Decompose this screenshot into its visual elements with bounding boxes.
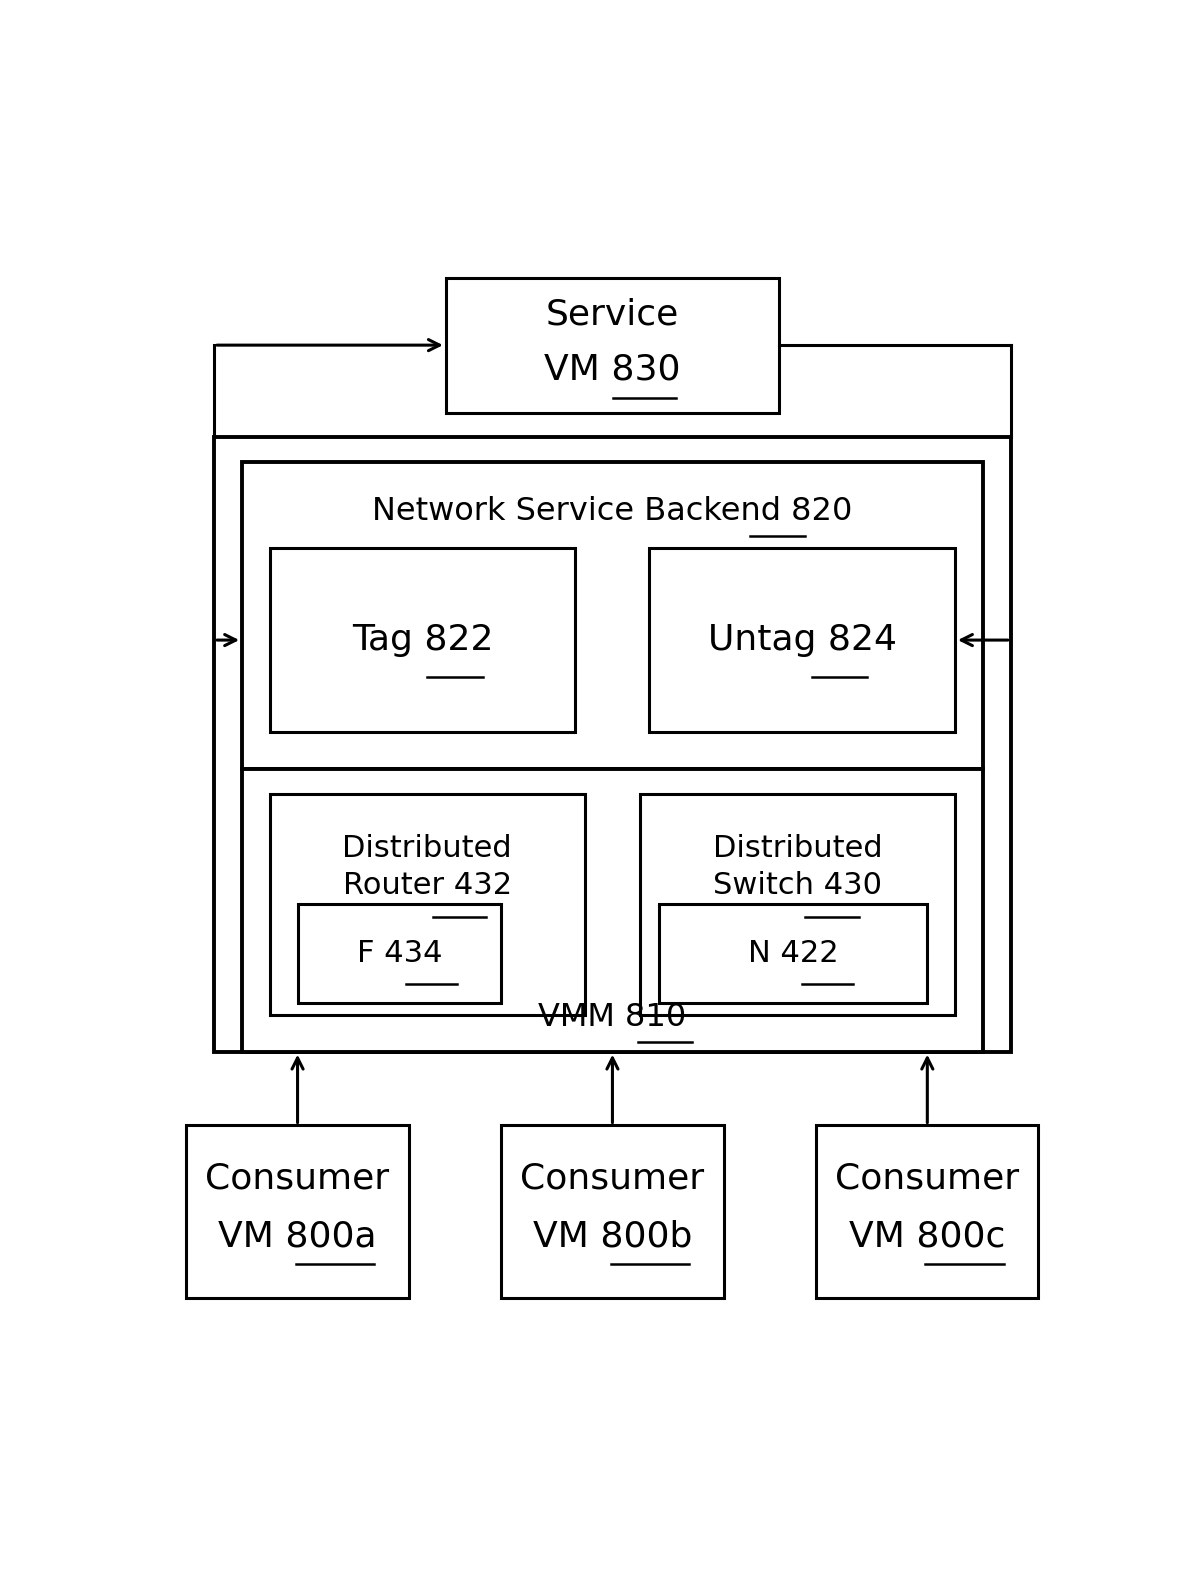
Text: Consumer: Consumer bbox=[835, 1162, 1019, 1195]
Text: Switch 430: Switch 430 bbox=[713, 871, 882, 900]
Text: Distributed: Distributed bbox=[713, 835, 882, 863]
Text: VM 800c: VM 800c bbox=[850, 1219, 1005, 1253]
Text: F 434: F 434 bbox=[356, 938, 442, 967]
Text: Consumer: Consumer bbox=[520, 1162, 705, 1195]
Text: VM 800a: VM 800a bbox=[219, 1219, 376, 1253]
Text: Distributed: Distributed bbox=[343, 835, 511, 863]
Text: VMM 810: VMM 810 bbox=[538, 1002, 687, 1033]
FancyBboxPatch shape bbox=[186, 1125, 409, 1298]
Text: Tag 822: Tag 822 bbox=[351, 622, 494, 658]
FancyBboxPatch shape bbox=[214, 437, 1011, 1052]
Text: Router 432: Router 432 bbox=[343, 871, 511, 900]
FancyBboxPatch shape bbox=[270, 547, 576, 733]
Text: VM 830: VM 830 bbox=[544, 353, 681, 386]
FancyBboxPatch shape bbox=[502, 1125, 723, 1298]
FancyBboxPatch shape bbox=[241, 769, 982, 1052]
FancyBboxPatch shape bbox=[241, 461, 982, 769]
Text: VM 800b: VM 800b bbox=[533, 1219, 692, 1253]
Text: Untag 824: Untag 824 bbox=[707, 622, 896, 658]
Text: Network Service Backend 820: Network Service Backend 820 bbox=[373, 495, 852, 527]
Text: N 422: N 422 bbox=[748, 938, 839, 967]
FancyBboxPatch shape bbox=[298, 905, 502, 1002]
Text: Consumer: Consumer bbox=[206, 1162, 390, 1195]
FancyBboxPatch shape bbox=[641, 793, 955, 1015]
FancyBboxPatch shape bbox=[816, 1125, 1038, 1298]
FancyBboxPatch shape bbox=[658, 905, 927, 1002]
FancyBboxPatch shape bbox=[650, 547, 955, 733]
Text: Service: Service bbox=[546, 297, 679, 332]
FancyBboxPatch shape bbox=[270, 793, 584, 1015]
FancyBboxPatch shape bbox=[446, 278, 779, 413]
